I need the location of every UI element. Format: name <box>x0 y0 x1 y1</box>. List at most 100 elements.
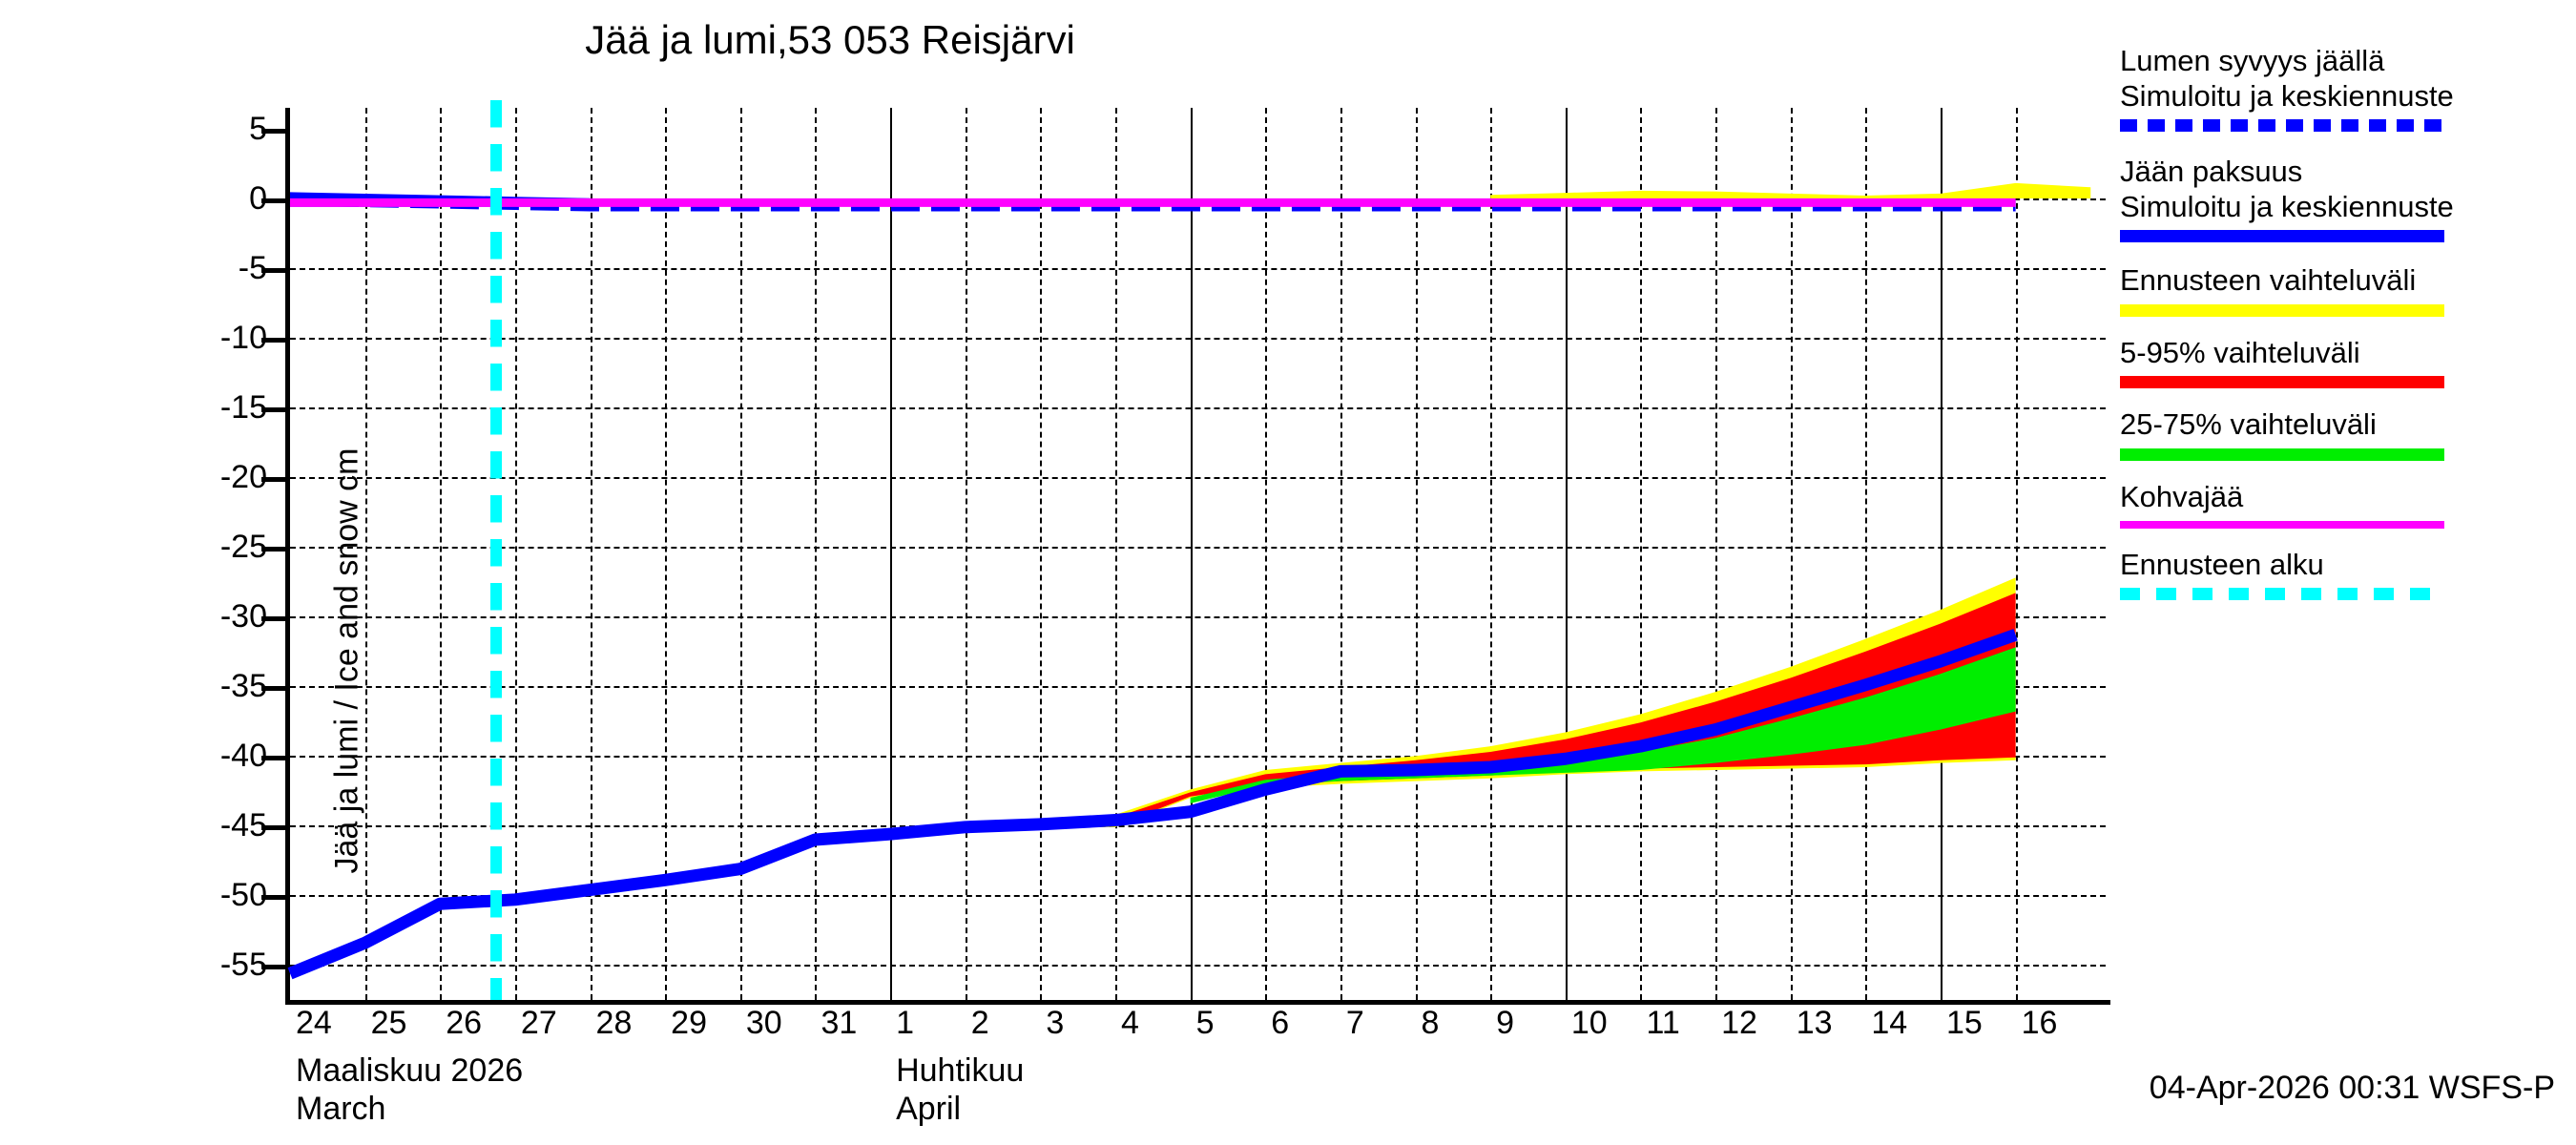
x-axis-tick-label: 16 <box>2021 1005 2058 1041</box>
legend-item-title: Kohvajää <box>2120 480 2244 514</box>
gridline-vertical <box>890 108 893 1000</box>
gridline-vertical <box>1640 108 1643 1000</box>
y-axis-tick-label: 5 <box>249 110 267 147</box>
x-axis-tick-label: 5 <box>1195 1005 1215 1041</box>
legend-item[interactable]: 25-75% vaihteluväli <box>2120 407 2568 462</box>
gridline-vertical <box>1040 108 1043 1000</box>
legend-item-title: Ennusteen vaihteluväli <box>2120 263 2417 298</box>
legend-item[interactable]: Ennusteen alku <box>2120 548 2568 601</box>
legend: Lumen syvyys jäällä Simuloitu ja keskienn… <box>2120 44 2568 610</box>
gridline-vertical <box>1565 108 1568 1000</box>
x-axis-tick-label: 25 <box>370 1005 407 1041</box>
x-axis-tick-label: 26 <box>446 1005 483 1041</box>
gridline-horizontal <box>290 686 2106 689</box>
x-axis-tick-label: 7 <box>1345 1005 1364 1041</box>
page-title: Jää ja lumi,53 053 Reisjärvi <box>585 17 1075 62</box>
y-axis-tick <box>261 895 290 901</box>
x-axis-tick-label: 15 <box>1946 1005 1983 1041</box>
legend-item-swatch <box>2120 119 2444 133</box>
series-layer <box>287 182 2091 980</box>
x-axis-tick-label: 8 <box>1421 1005 1440 1041</box>
gridline-vertical <box>815 108 818 1000</box>
gridline-vertical <box>965 108 967 1000</box>
y-axis-tick <box>261 407 290 413</box>
legend-item[interactable]: Kohvajää <box>2120 480 2568 529</box>
y-axis-tick <box>261 268 290 273</box>
legend-item-swatch <box>2120 448 2444 462</box>
y-axis-title: Jää ja lumi / Ice and snow cm <box>328 448 365 874</box>
y-axis-tick <box>261 547 290 552</box>
x-axis-tick-label: 4 <box>1121 1005 1139 1041</box>
gridline-horizontal <box>290 895 2106 898</box>
gridline-horizontal <box>290 268 2106 270</box>
y-axis-tick-label: -30 <box>219 598 267 635</box>
gridline-horizontal <box>290 477 2106 480</box>
x-axis-tick-label: 12 <box>1721 1005 1757 1041</box>
y-axis-tick <box>261 686 290 692</box>
y-axis-tick-label: -25 <box>219 529 267 566</box>
x-axis-tick-labels: 24 25 26 27 28 29 30 31 1 2 3 4 5 6 7 8 9 10 11 12 13 14 15 16 <box>290 1007 2106 1054</box>
gridline-horizontal <box>290 756 2106 759</box>
y-axis-tick-label: -15 <box>219 389 267 427</box>
gridline-vertical <box>665 108 668 1000</box>
y-axis-tick <box>261 825 290 831</box>
gridline-horizontal <box>290 616 2106 619</box>
x-axis-tick-label: 10 <box>1570 1005 1608 1041</box>
band-00ee00 <box>1190 647 2016 804</box>
legend-item-title: 5-95% vaihteluväli <box>2120 335 2360 369</box>
x-axis-tick-label: 24 <box>296 1005 332 1041</box>
y-axis-tick-label: -35 <box>219 668 267 705</box>
gridline-vertical <box>514 108 517 1000</box>
y-axis-tick <box>261 616 290 622</box>
x-axis-tick-label: 31 <box>821 1005 858 1041</box>
gridline-horizontal <box>290 407 2106 410</box>
gridline-horizontal <box>290 965 2106 968</box>
legend-item-swatch <box>2120 588 2444 601</box>
gridline-vertical <box>1340 108 1342 1000</box>
gridline-vertical <box>1415 108 1418 1000</box>
x-axis-tick-label: 3 <box>1046 1005 1065 1041</box>
gridline-vertical <box>2015 108 2018 1000</box>
legend-item-title: Lumen syvyys jäällä <box>2120 44 2385 77</box>
legend-item-swatch <box>2120 376 2444 389</box>
y-axis-tick <box>261 477 290 483</box>
x-axis-tick-label: 1 <box>896 1005 914 1041</box>
gridline-vertical <box>1790 108 1793 1000</box>
series-ice-thickness <box>287 629 2018 980</box>
gridline-vertical <box>1190 108 1193 1000</box>
legend-item[interactable]: Ennusteen vaihteluväli <box>2120 263 2568 317</box>
x-axis-tick-label: 13 <box>1796 1005 1833 1041</box>
y-axis-tick <box>261 338 290 344</box>
legend-item-subtitle: Simuloitu ja keskiennuste <box>2120 78 2454 113</box>
legend-item[interactable]: 5-95% vaihteluväli <box>2120 336 2568 389</box>
y-axis-tick <box>261 756 290 761</box>
gridline-vertical <box>364 108 367 1000</box>
gridline-horizontal <box>290 547 2106 550</box>
legend-item-title: 25-75% vaihteluväli <box>2120 407 2377 442</box>
gridline-vertical <box>440 108 443 1000</box>
x-axis-line <box>285 1000 2110 1005</box>
plot-area: Jää ja lumi / Ice and snow cm <box>261 100 2110 1005</box>
gridline-vertical <box>1715 108 1718 1000</box>
x-axis-tick-label: 30 <box>745 1005 782 1041</box>
y-axis-tick-label: -10 <box>219 320 267 357</box>
gridline-horizontal <box>290 825 2106 828</box>
x-axis-tick-label: 2 <box>970 1005 989 1041</box>
y-axis-tick <box>261 198 290 203</box>
y-axis-tick <box>261 965 290 970</box>
legend-item-swatch <box>2120 303 2444 317</box>
band-ff0000 <box>1040 593 2016 826</box>
x-axis-month-label: Huhtikuu April <box>896 1051 1024 1128</box>
x-axis-tick-label: 28 <box>595 1005 633 1041</box>
legend-item-title: Ennusteen alku <box>2120 547 2324 581</box>
gridline-horizontal <box>290 338 2106 341</box>
x-axis-tick-label: 14 <box>1871 1005 1908 1041</box>
x-axis-tick-label: 6 <box>1271 1005 1290 1041</box>
x-axis-tick-label: 29 <box>671 1005 707 1041</box>
y-axis-tick-label: -40 <box>219 738 267 775</box>
legend-item[interactable]: Jään paksuus Simuloitu ja keskiennuste <box>2120 155 2568 243</box>
y-axis-tick-label: -50 <box>219 877 267 914</box>
x-axis-month-label: Maaliskuu 2026 March <box>296 1051 523 1128</box>
legend-item[interactable]: Lumen syvyys jäällä Simuloitu ja keskienn… <box>2120 44 2568 133</box>
